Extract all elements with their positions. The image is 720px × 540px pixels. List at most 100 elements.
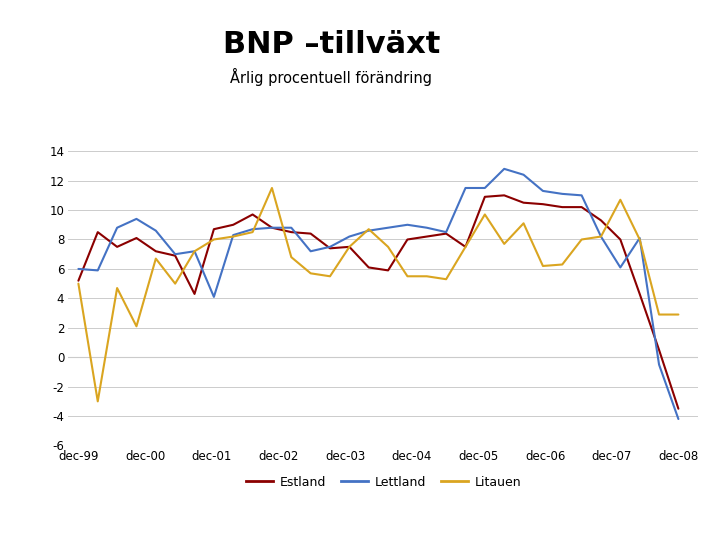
Lettland — [94, 267, 102, 274]
Lettland — [442, 229, 451, 235]
Estland — [480, 193, 489, 200]
Estland — [268, 225, 276, 231]
Litauen — [403, 273, 412, 280]
Estland — [674, 406, 683, 412]
Estland — [229, 221, 238, 228]
Estland — [423, 233, 431, 240]
Litauen — [500, 241, 508, 247]
Litauen — [190, 248, 199, 254]
Litauen — [442, 276, 451, 282]
Estland — [558, 204, 567, 211]
Lettland — [674, 416, 683, 422]
Legend: Estland, Lettland, Litauen: Estland, Lettland, Litauen — [240, 471, 526, 494]
Litauen — [248, 229, 257, 235]
Litauen — [210, 236, 218, 242]
Estland — [654, 347, 663, 353]
Estland — [519, 199, 528, 206]
Lettland — [500, 166, 508, 172]
Estland — [325, 245, 334, 252]
Lettland — [519, 172, 528, 178]
Lettland — [190, 248, 199, 254]
Estland — [539, 201, 547, 207]
Estland — [287, 229, 296, 235]
Estland — [442, 231, 451, 237]
Litauen — [268, 185, 276, 191]
Estland — [171, 252, 179, 259]
Estland — [384, 267, 392, 274]
Litauen — [597, 233, 606, 240]
Litauen — [287, 254, 296, 260]
Estland — [345, 244, 354, 250]
Lettland — [345, 233, 354, 240]
Litauen — [480, 211, 489, 218]
Text: Diagram 2:34: Diagram 2:34 — [9, 518, 90, 531]
Estland — [113, 244, 122, 250]
Litauen — [74, 280, 83, 287]
Litauen — [577, 236, 586, 242]
Litauen — [558, 261, 567, 268]
Estland — [616, 236, 625, 242]
Line: Estland: Estland — [78, 195, 678, 409]
Text: BNP –tillväxt: BNP –tillväxt — [222, 30, 440, 59]
Litauen — [616, 197, 625, 203]
Lettland — [539, 188, 547, 194]
Lettland — [74, 266, 83, 272]
Lettland — [558, 191, 567, 197]
Litauen — [462, 244, 470, 250]
Lettland — [480, 185, 489, 191]
Estland — [577, 204, 586, 211]
Estland — [190, 291, 199, 297]
Lettland — [577, 192, 586, 199]
Line: Lettland: Lettland — [78, 169, 678, 419]
Text: SVERIGES
RIKSBANK: SVERIGES RIKSBANK — [652, 69, 688, 80]
Estland — [94, 229, 102, 235]
Lettland — [306, 248, 315, 254]
Estland — [132, 235, 141, 241]
Lettland — [364, 227, 373, 234]
Lettland — [248, 226, 257, 232]
Estland — [306, 231, 315, 237]
Text: Årlig procentuell förändring: Årlig procentuell förändring — [230, 68, 432, 85]
Lettland — [287, 225, 296, 231]
Estland — [500, 192, 508, 199]
Litauen — [229, 233, 238, 240]
Litauen — [674, 311, 683, 318]
Lettland — [151, 227, 160, 234]
Lettland — [210, 294, 218, 300]
Text: ☀: ☀ — [661, 30, 679, 49]
Text: Källa: Reuters Ecowin: Källa: Reuters Ecowin — [585, 518, 711, 531]
Litauen — [325, 273, 334, 280]
Litauen — [345, 244, 354, 250]
Estland — [210, 226, 218, 232]
Lettland — [325, 244, 334, 250]
Lettland — [403, 221, 412, 228]
Litauen — [151, 255, 160, 262]
Lettland — [113, 225, 122, 231]
Litauen — [384, 244, 392, 250]
Litauen — [306, 270, 315, 276]
Lettland — [635, 235, 644, 241]
Litauen — [654, 311, 663, 318]
Litauen — [113, 285, 122, 291]
Estland — [462, 244, 470, 250]
Estland — [248, 211, 257, 218]
Litauen — [132, 323, 141, 329]
Estland — [403, 236, 412, 242]
Estland — [74, 278, 83, 284]
Lettland — [462, 185, 470, 191]
Lettland — [132, 215, 141, 222]
Litauen — [423, 273, 431, 280]
Lettland — [423, 225, 431, 231]
Litauen — [364, 226, 373, 232]
Lettland — [171, 251, 179, 258]
Estland — [597, 217, 606, 224]
Litauen — [171, 280, 179, 287]
Line: Litauen: Litauen — [78, 188, 678, 401]
Lettland — [229, 232, 238, 238]
Lettland — [597, 233, 606, 240]
Litauen — [94, 398, 102, 404]
Estland — [364, 264, 373, 271]
Estland — [635, 291, 644, 297]
Lettland — [384, 225, 392, 231]
Estland — [151, 248, 160, 254]
